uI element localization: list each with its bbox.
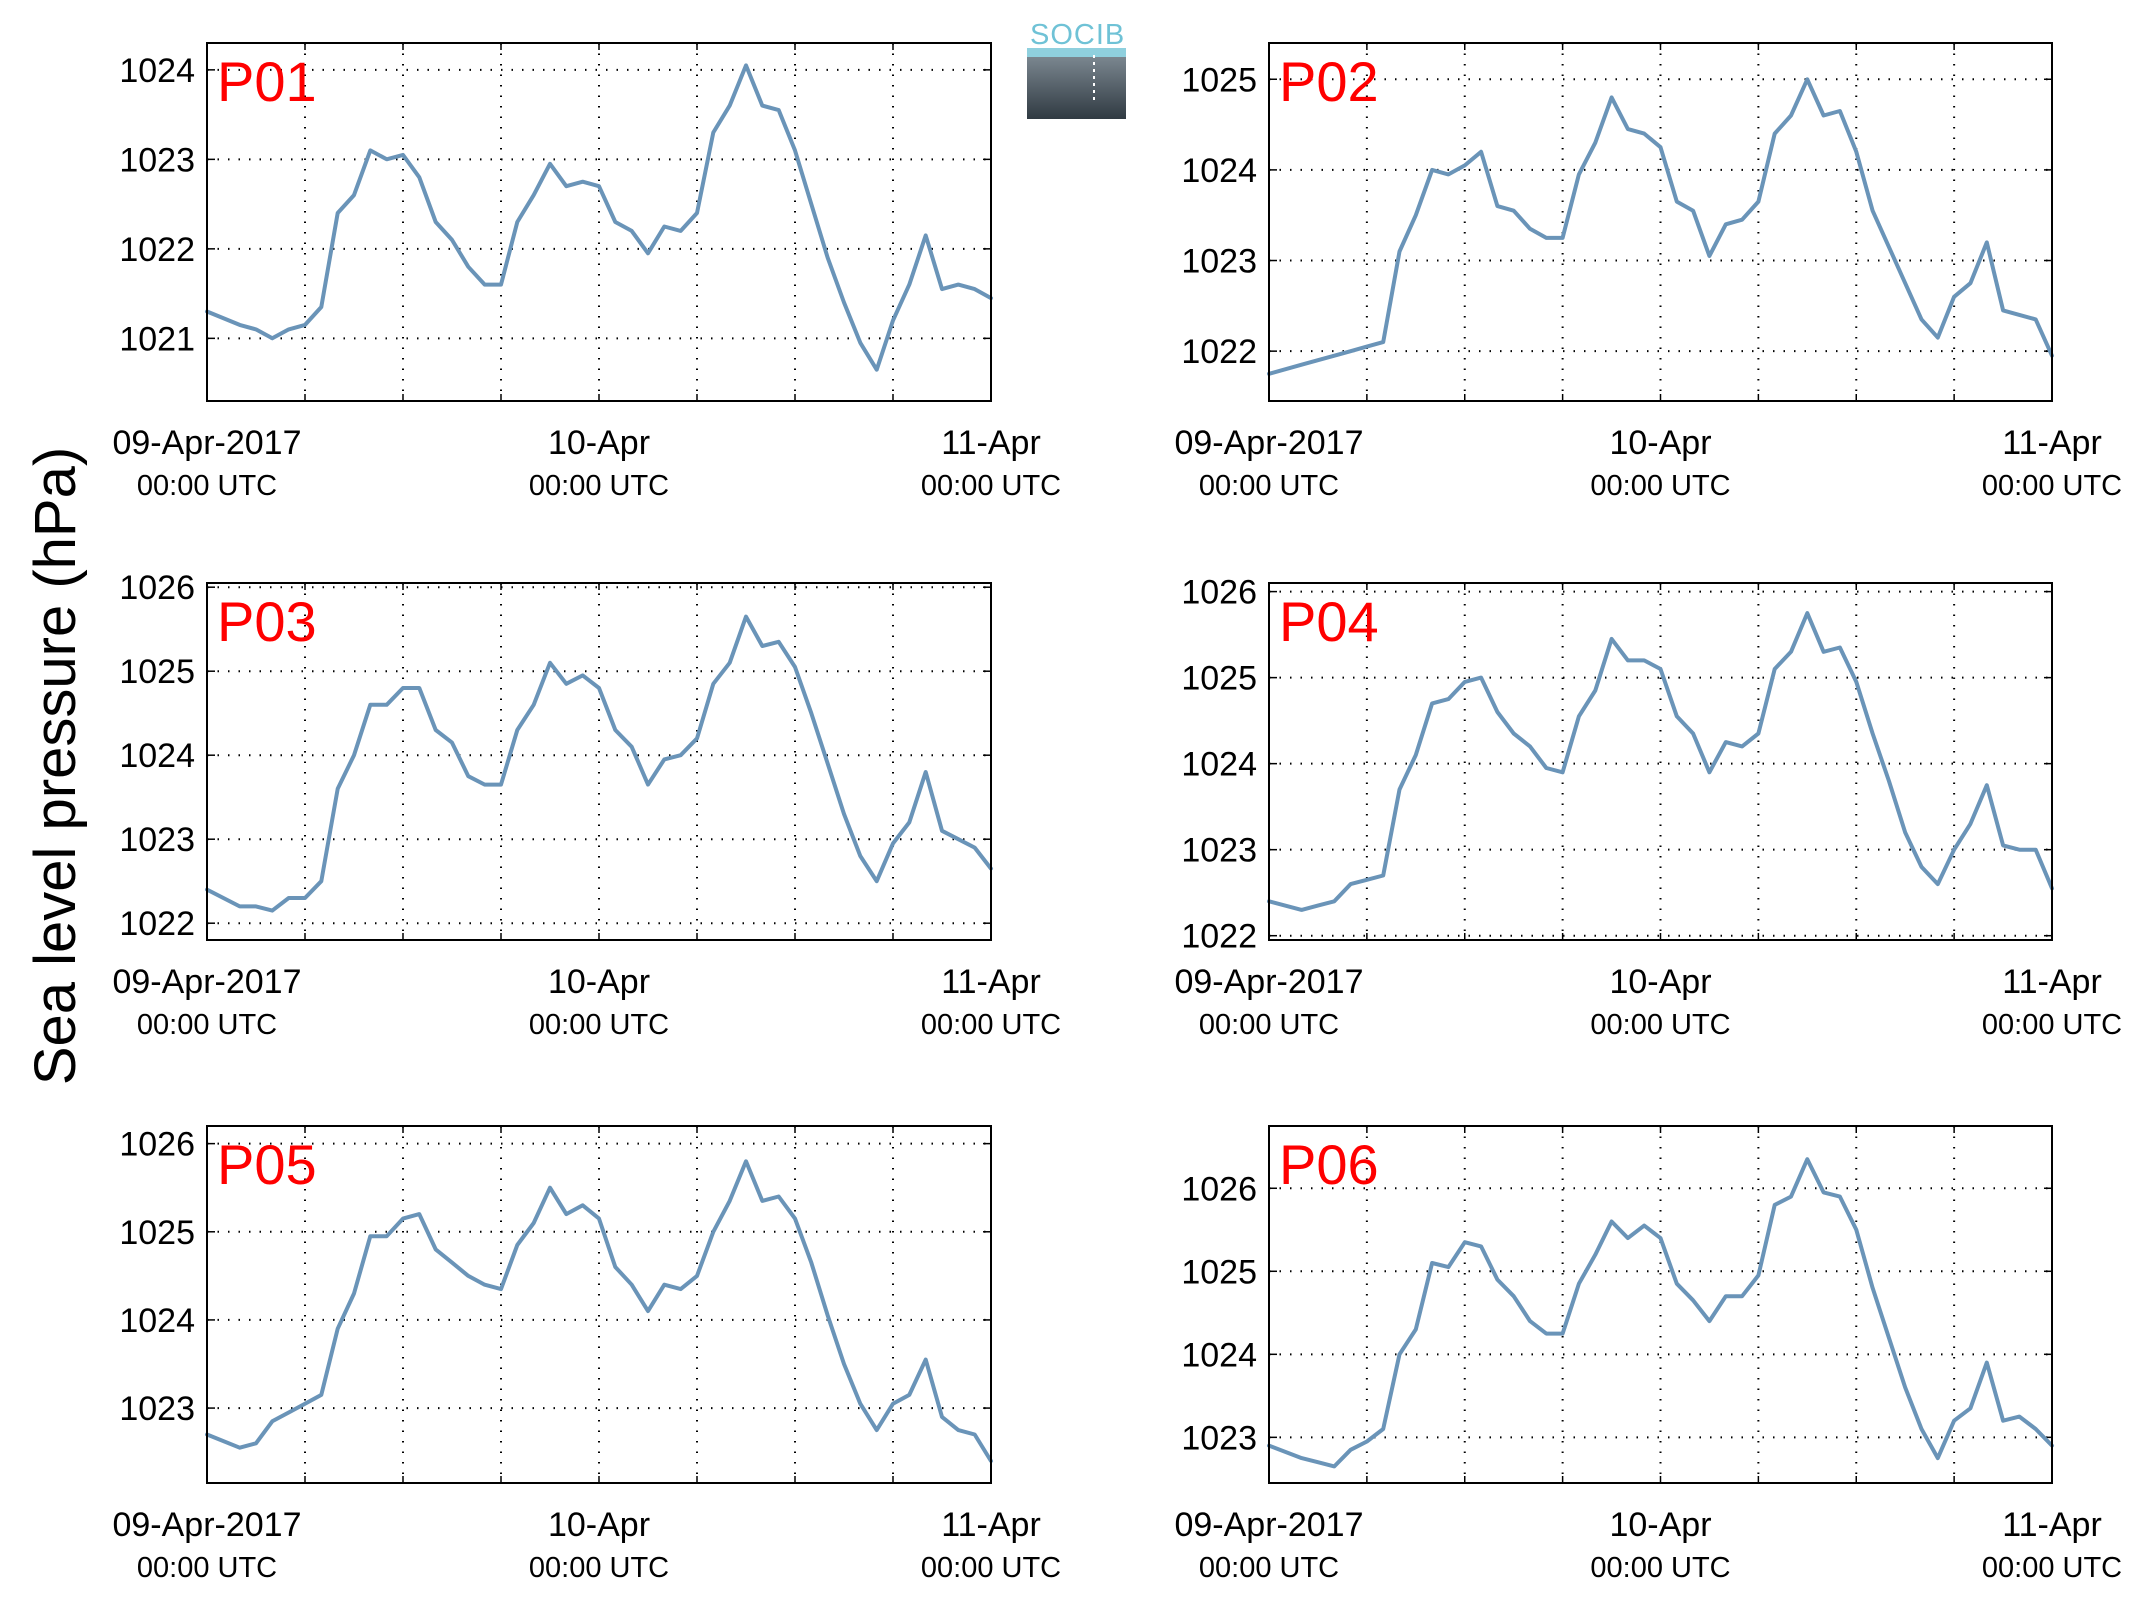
plot-frame [206, 42, 992, 402]
x-tick-time-label: 00:00 UTC [1590, 1009, 1730, 1041]
y-tick-label: 1025 [119, 653, 195, 691]
x-tick-time-label: 00:00 UTC [529, 1009, 669, 1041]
x-tick-date-label: 10-Apr [548, 424, 650, 462]
x-tick-date-label: 11-Apr [941, 1506, 1041, 1544]
y-tick-label: 1025 [1181, 1253, 1257, 1291]
y-tick-label: 1026 [119, 1126, 195, 1164]
y-tick-label: 1025 [119, 1214, 195, 1252]
x-tick-date-label: 09-Apr-2017 [112, 424, 301, 462]
x-tick-date-label: 10-Apr [1609, 424, 1711, 462]
x-tick-time-label: 00:00 UTC [1590, 470, 1730, 502]
series-line-p04 [1267, 611, 2054, 912]
y-axis-label: Sea level pressure (hPa) [23, 447, 88, 1085]
x-tick-date-label: 10-Apr [548, 1506, 650, 1544]
chart-panel-p04: 1022 1023 1024 1025 1026 P04 09-Apr-2017 00:00 … [1174, 574, 2122, 1041]
y-tick-label: 1022 [1181, 333, 1257, 371]
x-tick-date-label: 11-Apr [2002, 424, 2102, 462]
y-tick-label: 1026 [119, 569, 195, 607]
y-tick-label: 1025 [1181, 660, 1257, 698]
socib-logo: SOCIB [1027, 19, 1126, 119]
y-tick-label: 1024 [119, 737, 195, 775]
y-tick-label: 1024 [119, 1302, 195, 1340]
x-tick-date-label: 09-Apr-2017 [112, 963, 301, 1001]
chart-panel-p01: 1021 1022 1023 1024 P01 09-Apr-2017 00:00 UTC 1… [112, 42, 1061, 502]
plot-frame [1268, 582, 2053, 941]
y-tick-label: 1026 [1181, 574, 1257, 612]
x-tick-time-label: 00:00 UTC [1199, 470, 1339, 502]
x-tick-time-label: 00:00 UTC [1590, 1552, 1730, 1584]
y-tick-label: 1024 [119, 52, 195, 90]
x-tick-time-label: 00:00 UTC [921, 1552, 1061, 1584]
series-line-p01 [205, 63, 993, 372]
y-tick-label: 1023 [119, 141, 195, 179]
x-tick-time-label: 00:00 UTC [1199, 1009, 1339, 1041]
series-line-p03 [205, 614, 993, 913]
panel-label: P03 [217, 590, 317, 653]
x-tick-date-label: 11-Apr [2002, 1506, 2102, 1544]
x-tick-time-label: 00:00 UTC [1982, 470, 2122, 502]
x-tick-time-label: 00:00 UTC [921, 1009, 1061, 1041]
x-tick-date-label: 10-Apr [548, 963, 650, 1001]
series-line-p02 [1267, 77, 2054, 376]
y-tick-label: 1024 [1181, 1336, 1257, 1374]
x-tick-time-label: 00:00 UTC [137, 1552, 277, 1584]
y-tick-label: 1023 [1181, 832, 1257, 870]
chart-panel-p02: 1022 1023 1024 1025 P02 09-Apr-2017 00:00 UTC 1… [1174, 42, 2122, 502]
y-tick-label: 1024 [1181, 152, 1257, 190]
y-tick-label: 1024 [1181, 746, 1257, 784]
x-tick-time-label: 00:00 UTC [137, 470, 277, 502]
panel-label: P06 [1279, 1133, 1379, 1196]
y-tick-label: 1023 [119, 1390, 195, 1428]
x-tick-date-label: 11-Apr [941, 963, 1041, 1001]
chart-panel-p03: 1022 1023 1024 1025 1026 P03 09-Apr-2017 00:00 … [112, 569, 1061, 1041]
y-tick-label: 1023 [119, 821, 195, 859]
x-tick-date-label: 09-Apr-2017 [1174, 424, 1363, 462]
y-tick-label: 1021 [119, 320, 195, 358]
x-tick-date-label: 11-Apr [2002, 963, 2102, 1001]
y-tick-label: 1022 [119, 231, 195, 269]
x-tick-date-label: 11-Apr [941, 424, 1041, 462]
panel-label: P02 [1279, 50, 1379, 113]
series-line-p05 [205, 1159, 993, 1463]
chart-panel-p05: 1023 1024 1025 1026 P05 09-Apr-2017 00:00 UTC 1… [112, 1125, 1061, 1584]
y-tick-label: 1023 [1181, 1419, 1257, 1457]
x-tick-time-label: 00:00 UTC [1982, 1552, 2122, 1584]
x-tick-date-label: 09-Apr-2017 [1174, 1506, 1363, 1544]
x-tick-time-label: 00:00 UTC [529, 470, 669, 502]
logo-wave-band [1027, 48, 1126, 57]
x-tick-time-label: 00:00 UTC [1982, 1009, 2122, 1041]
panel-label: P04 [1279, 590, 1379, 653]
logo-text: SOCIB [1030, 19, 1125, 51]
y-tick-label: 1022 [119, 905, 195, 943]
x-tick-date-label: 10-Apr [1609, 1506, 1711, 1544]
x-tick-date-label: 10-Apr [1609, 963, 1711, 1001]
plot-frame [206, 1125, 992, 1484]
x-tick-time-label: 00:00 UTC [921, 470, 1061, 502]
x-tick-time-label: 00:00 UTC [1199, 1552, 1339, 1584]
plot-frame [1268, 1125, 2053, 1484]
y-tick-label: 1023 [1181, 243, 1257, 281]
x-tick-date-label: 09-Apr-2017 [112, 1506, 301, 1544]
logo-graphic [1027, 57, 1126, 119]
x-tick-time-label: 00:00 UTC [529, 1552, 669, 1584]
series-line-p06 [1267, 1157, 2054, 1469]
chart-panel-p06: 1023 1024 1025 1026 P06 09-Apr-2017 00:00 UTC 1… [1174, 1125, 2122, 1584]
x-tick-time-label: 00:00 UTC [137, 1009, 277, 1041]
panel-label: P01 [217, 50, 317, 113]
x-tick-date-label: 09-Apr-2017 [1174, 963, 1363, 1001]
y-tick-label: 1025 [1181, 61, 1257, 99]
panel-label: P05 [217, 1133, 317, 1196]
plot-frame [1268, 42, 2053, 402]
y-tick-label: 1026 [1181, 1170, 1257, 1208]
y-tick-label: 1022 [1181, 918, 1257, 956]
plot-frame [206, 582, 992, 941]
